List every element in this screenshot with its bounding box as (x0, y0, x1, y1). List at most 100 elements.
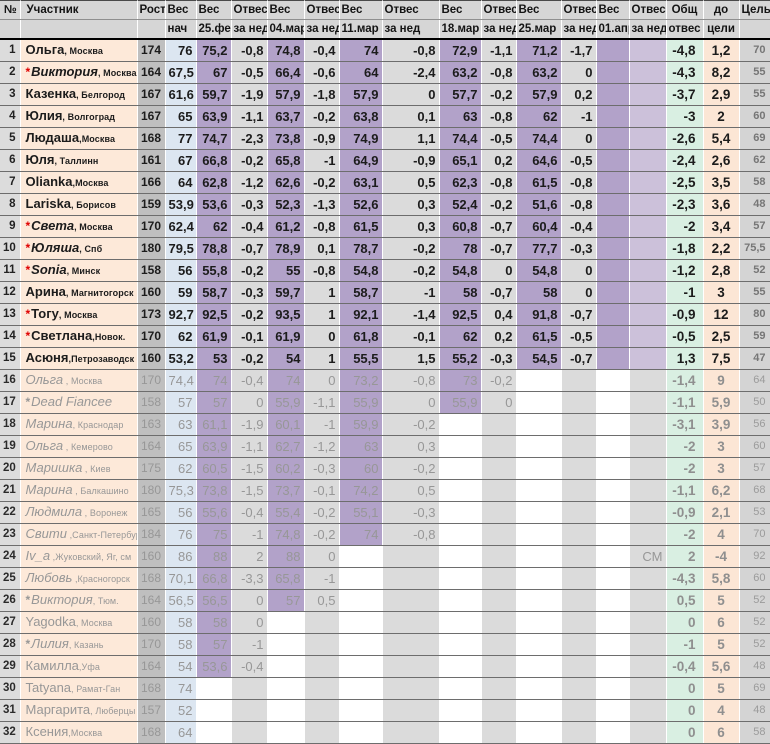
cell-total-loss[interactable]: -1,4 (666, 369, 704, 392)
cell-participant[interactable]: *Sonia, Минск (20, 259, 138, 282)
cell-loss-mar04[interactable]: -1 (304, 413, 340, 436)
cell-total-loss[interactable]: -2,6 (666, 127, 704, 150)
cell-weight-mar25[interactable]: 60,4 (516, 215, 562, 238)
cell-weight-mar11[interactable]: 55,1 (339, 501, 383, 524)
cell-participant[interactable]: *Лилия, Казань (20, 633, 138, 656)
cell-weight-mar11[interactable]: 63,8 (339, 105, 383, 128)
cell-total-loss[interactable]: -1 (666, 633, 704, 656)
cell-height[interactable]: 170 (137, 325, 166, 348)
cell-weight-feb25[interactable]: 63,9 (196, 105, 232, 128)
cell-num[interactable]: 17 (0, 391, 21, 414)
cell-loss-mar04[interactable]: -0,8 (304, 215, 340, 238)
cell-loss-mar25[interactable] (561, 413, 597, 436)
cell-loss-mar04[interactable]: -1 (304, 149, 340, 172)
cell-loss-feb25[interactable]: -0,2 (231, 149, 268, 172)
cell-loss-mar18[interactable] (481, 611, 517, 634)
cell-participant[interactable]: *Тогу, Москва (20, 303, 138, 326)
cell-weight-mar25[interactable] (516, 479, 562, 502)
cell-to-goal[interactable]: 5 (703, 677, 740, 700)
cell-weight-feb25[interactable]: 62 (196, 215, 232, 238)
cell-weight-mar18[interactable] (439, 721, 482, 744)
cell-weight-mar18[interactable] (439, 699, 482, 722)
cell-goal[interactable]: 48 (739, 193, 770, 216)
cell-participant[interactable]: Iv_a ,Жуковский, Яг, см (20, 545, 138, 568)
header-weight-mar11[interactable]: Вес (339, 0, 383, 20)
cell-loss-apr01[interactable] (629, 347, 667, 370)
cell-weight-apr01[interactable] (596, 523, 630, 546)
cell-participant[interactable]: Olianka,Москва (20, 171, 138, 194)
cell-weight-mar04[interactable] (267, 611, 305, 634)
cell-loss-mar04[interactable]: -0,8 (304, 259, 340, 282)
cell-goal[interactable]: 47 (739, 347, 770, 370)
cell-loss-apr01[interactable] (629, 105, 667, 128)
cell-loss-mar18[interactable] (481, 501, 517, 524)
cell-weight-apr01[interactable] (596, 347, 630, 370)
cell-weight-start[interactable]: 67,5 (165, 61, 197, 84)
cell-goal[interactable]: 52 (739, 589, 770, 612)
cell-loss-mar11[interactable] (382, 567, 440, 590)
cell-weight-mar25[interactable]: 57,9 (516, 83, 562, 106)
cell-height[interactable]: 184 (137, 523, 166, 546)
cell-num[interactable]: 30 (0, 677, 21, 700)
cell-num[interactable]: 24 (0, 545, 21, 568)
cell-weight-start[interactable]: 53,2 (165, 347, 197, 370)
header-weight-mar25[interactable]: Вес (516, 0, 562, 20)
cell-num[interactable]: 21 (0, 479, 21, 502)
cell-loss-mar25[interactable]: -0,8 (561, 193, 597, 216)
cell-weight-mar25[interactable] (516, 589, 562, 612)
cell-loss-mar04[interactable]: -0,6 (304, 61, 340, 84)
cell-to-goal[interactable]: 3,9 (703, 413, 740, 436)
cell-loss-mar11[interactable] (382, 611, 440, 634)
cell-participant[interactable]: Любовь ,Красногорск (20, 567, 138, 590)
cell-loss-apr01[interactable] (629, 435, 667, 458)
cell-total-loss[interactable]: 0 (666, 699, 704, 722)
cell-weight-start[interactable]: 64 (165, 721, 197, 744)
cell-to-goal[interactable]: 3,4 (703, 215, 740, 238)
cell-participant[interactable]: *Виктория, Тюм. (20, 589, 138, 612)
cell-participant[interactable]: Маришка , Киев (20, 457, 138, 480)
cell-weight-start[interactable]: 65 (165, 435, 197, 458)
cell-loss-mar18[interactable]: 0,4 (481, 303, 517, 326)
header-weight-apr01[interactable]: Вес (596, 0, 630, 20)
cell-participant[interactable]: Yagodka, Москва (20, 611, 138, 634)
cell-participant[interactable]: Юля, Таллинн (20, 149, 138, 172)
cell-weight-start[interactable]: 74 (165, 677, 197, 700)
cell-weight-mar18[interactable] (439, 633, 482, 656)
cell-weight-apr01[interactable] (596, 413, 630, 436)
cell-weight-mar18[interactable]: 52,4 (439, 193, 482, 216)
cell-num[interactable]: 10 (0, 237, 21, 260)
cell-weight-feb25[interactable]: 53 (196, 347, 232, 370)
cell-to-goal[interactable]: 3,5 (703, 171, 740, 194)
cell-height[interactable]: 164 (137, 655, 166, 678)
cell-weight-mar25[interactable] (516, 545, 562, 568)
cell-loss-feb25[interactable]: -1,5 (231, 457, 268, 480)
cell-weight-mar18[interactable]: 74,4 (439, 127, 482, 150)
cell-weight-apr01[interactable] (596, 611, 630, 634)
cell-loss-mar04[interactable]: -0,2 (304, 501, 340, 524)
cell-weight-mar25[interactable]: 54,8 (516, 259, 562, 282)
cell-loss-feb25[interactable]: 0 (231, 611, 268, 634)
cell-loss-apr01[interactable] (629, 193, 667, 216)
cell-num[interactable]: 3 (0, 83, 21, 106)
cell-num[interactable]: 2 (0, 61, 21, 84)
cell-loss-mar18[interactable] (481, 699, 517, 722)
cell-weight-start[interactable]: 63 (165, 413, 197, 436)
header-weight-mar18[interactable]: 18.мар (439, 19, 482, 40)
cell-loss-apr01[interactable] (629, 281, 667, 304)
cell-weight-feb25[interactable]: 57 (196, 391, 232, 414)
cell-loss-feb25[interactable] (231, 721, 268, 744)
cell-loss-apr01[interactable] (629, 259, 667, 282)
cell-weight-mar11[interactable] (339, 721, 383, 744)
cell-weight-start[interactable]: 75,3 (165, 479, 197, 502)
cell-num[interactable]: 22 (0, 501, 21, 524)
cell-weight-start[interactable]: 53,9 (165, 193, 197, 216)
cell-loss-mar25[interactable] (561, 479, 597, 502)
cell-loss-mar25[interactable] (561, 523, 597, 546)
cell-loss-mar25[interactable]: 0 (561, 259, 597, 282)
cell-weight-mar18[interactable]: 54,8 (439, 259, 482, 282)
header-num[interactable] (0, 19, 21, 40)
cell-goal[interactable]: 52 (739, 633, 770, 656)
cell-weight-mar04[interactable] (267, 721, 305, 744)
cell-participant[interactable]: Ксения,Москва (20, 721, 138, 744)
cell-weight-mar04[interactable]: 74 (267, 369, 305, 392)
